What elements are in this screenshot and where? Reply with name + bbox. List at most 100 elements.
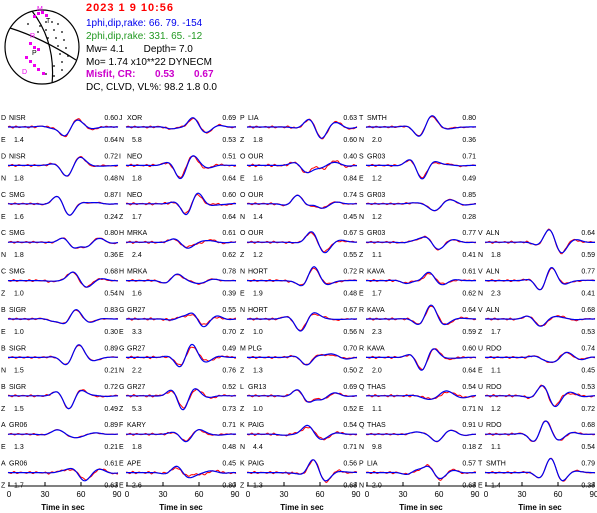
- panel-correlation-label: 0.71: [462, 153, 476, 160]
- panel-code-label: M: [240, 345, 246, 352]
- observed-waveform: [125, 155, 237, 179]
- waveform-panel: C SMG 0.68 Z 1.0 0.54: [1, 269, 118, 298]
- observed-waveform: [246, 353, 358, 366]
- panel-amplitude-label: 1.5: [14, 367, 24, 374]
- panel-station-label: GR03: [367, 153, 385, 160]
- synthetic-waveform: [8, 308, 118, 325]
- panel-amplitude-label: 1.7: [372, 291, 382, 298]
- waveform-panel: F KARY 0.71 E 1.8 0.48: [119, 422, 237, 451]
- time-axis-tick-label: 60: [77, 490, 86, 499]
- panel-component-label: E: [119, 329, 124, 336]
- panel-station-label: GR06: [9, 422, 27, 429]
- panel-component-label: N: [359, 329, 364, 336]
- panel-component-label: E: [240, 175, 245, 182]
- panel-station-label: RDO: [486, 422, 502, 429]
- waveform-panel: G GR27 0.52 Z 5.3 0.73: [119, 384, 237, 413]
- waveform-panel: I NEO 0.60 Z 1.7 0.64: [119, 192, 237, 221]
- panel-component-label: Z: [240, 137, 245, 144]
- waveform-panel: L GR13 0.69 Z 1.0 0.52: [240, 384, 357, 413]
- panel-variance-label: 0.54: [104, 291, 118, 298]
- panel-correlation-label: 0.68: [104, 269, 118, 276]
- panel-variance-label: 0.36: [104, 252, 118, 259]
- panel-amplitude-label: 1.2: [372, 214, 382, 221]
- panel-component-label: E: [359, 406, 364, 413]
- waveform-panel: M PLG 0.70 Z 1.3 0.50: [240, 345, 357, 374]
- panel-amplitude-label: 2.3: [491, 291, 501, 298]
- panel-code-label: B: [1, 345, 6, 352]
- synthetic-waveform: [247, 266, 357, 287]
- time-axis: 0 30 60 90 Time in sec: [484, 482, 597, 512]
- panel-component-label: Z: [1, 291, 6, 298]
- panel-code-label: G: [119, 384, 124, 391]
- time-axis-tick-label: 0: [484, 490, 489, 499]
- panel-variance-label: 0.62: [222, 252, 236, 259]
- panel-code-label: A: [1, 422, 6, 429]
- panel-amplitude-label: 1.0: [253, 329, 263, 336]
- panel-correlation-label: 0.52: [222, 384, 236, 391]
- panel-component-label: N: [359, 444, 364, 451]
- panel-variance-label: 0.59: [581, 252, 595, 259]
- misfit-line: Misfit, CR: 0.53 0.67: [86, 69, 214, 80]
- panel-code-label: U: [478, 422, 483, 429]
- time-axis-label: Time in sec: [41, 503, 85, 512]
- panel-component-label: N: [119, 175, 124, 182]
- panel-code-label: H: [119, 269, 124, 276]
- observed-waveform: [246, 118, 358, 140]
- panel-code-label: C: [1, 192, 6, 199]
- panel-variance-label: 0.71: [462, 406, 476, 413]
- panel-code-label: A: [1, 461, 6, 468]
- waveform-panel: H MRKA 0.61 E 2.4 0.62: [119, 230, 237, 259]
- panel-variance-label: 0.73: [222, 406, 236, 413]
- panel-component-label: E: [119, 483, 124, 490]
- time-axis-tick-label: 0: [125, 490, 130, 499]
- panel-station-label: SIGR: [9, 345, 26, 352]
- time-axis-tick-label: 60: [435, 490, 444, 499]
- waveform-panel: U RDO 0.68 Z 1.1 0.54: [478, 420, 596, 451]
- waveform-panel: I NEO 0.51 N 1.8 0.64: [119, 153, 237, 182]
- panel-station-label: GR06: [9, 461, 27, 468]
- panel-code-label: S: [359, 192, 364, 199]
- panel-amplitude-label: 1.1: [372, 406, 382, 413]
- observed-waveform: [246, 313, 358, 331]
- panel-variance-label: 0.60: [343, 137, 357, 144]
- panel-station-label: GR27: [127, 384, 145, 391]
- panel-code-label: O: [240, 230, 246, 237]
- nodal-plane-2: [31, 10, 54, 84]
- panel-code-label: P: [240, 115, 245, 122]
- observed-waveform: [484, 267, 596, 290]
- waveform-panel: V ALN 0.68 Z 1.7 0.53: [478, 307, 596, 336]
- panel-correlation-label: 0.61: [222, 230, 236, 237]
- panel-correlation-label: 0.72: [104, 153, 118, 160]
- panel-variance-label: 0.50: [343, 367, 357, 374]
- panel-component-label: E: [1, 329, 6, 336]
- waveform-panel: H MRKA 0.78 N 1.6 0.39: [119, 269, 237, 298]
- synthetic-waveform: [485, 384, 595, 408]
- observed-waveform: [125, 388, 237, 409]
- panel-station-label: XOR: [127, 115, 142, 122]
- panel-amplitude-label: 1.7: [491, 329, 501, 336]
- panel-code-label: O: [240, 192, 246, 199]
- panel-station-label: MRKA: [127, 269, 148, 276]
- waveform-panel: G GR27 0.55 E 3.3 0.70: [119, 307, 236, 336]
- panel-component-label: N: [119, 367, 124, 374]
- panel-amplitude-label: 2.0: [372, 137, 382, 144]
- panel-variance-label: 0.36: [462, 137, 476, 144]
- panel-component-label: Z: [240, 329, 245, 336]
- waveform-panel: V ALN 0.77 N 2.3 0.41: [478, 266, 596, 298]
- panel-correlation-label: 0.55: [222, 307, 236, 314]
- panel-station-label: SMG: [9, 230, 25, 237]
- panel-station-label: THAS: [367, 422, 386, 429]
- panel-component-label: E: [359, 175, 364, 182]
- waveform-panel: B SIGR 0.89 N 1.5 0.21: [1, 344, 119, 374]
- waveform-panel: N HORT 0.67 Z 1.0 0.56: [240, 307, 358, 336]
- observed-waveform: [365, 198, 476, 212]
- panel-variance-label: 0.49: [104, 406, 118, 413]
- waveform-panel: O OUR 0.67 Z 1.2 0.55: [240, 230, 358, 259]
- panel-amplitude-label: 1.1: [491, 444, 501, 451]
- panel-component-label: Z: [1, 483, 6, 490]
- panel-variance-label: 0.24: [104, 214, 118, 221]
- panel-code-label: I: [119, 153, 121, 160]
- panel-component-label: Z: [119, 406, 124, 413]
